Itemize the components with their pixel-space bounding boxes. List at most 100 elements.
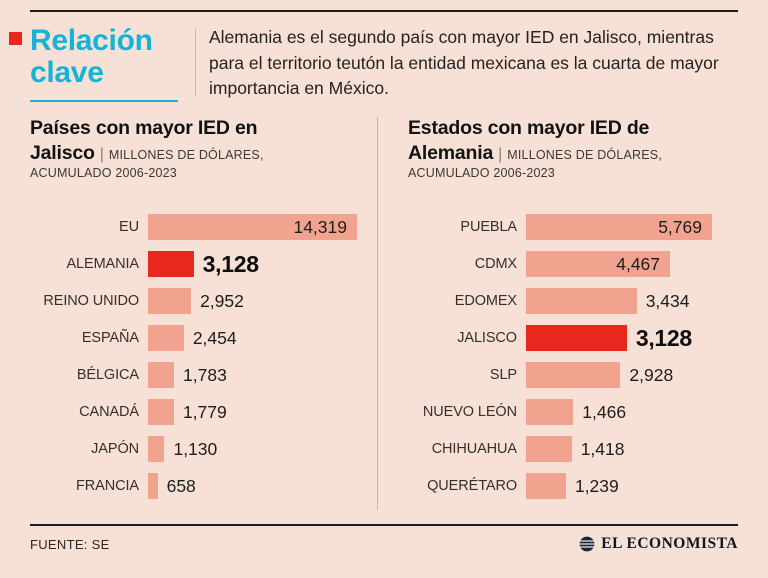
bar-value: 2,928 bbox=[629, 364, 674, 385]
bar-label: EU bbox=[119, 219, 139, 236]
header: Relación clave Alemania es el segundo pa… bbox=[0, 12, 768, 102]
bar-row: CHIHUAHUA 1,418 bbox=[408, 436, 738, 463]
bar-row: ALEMANIA 3,128 bbox=[30, 251, 357, 278]
bar-row: SLP 2,928 bbox=[408, 362, 738, 389]
header-divider bbox=[195, 28, 196, 97]
chart-header-right: Estados con mayor IED de Alemania | MILLON… bbox=[408, 117, 738, 197]
bar-track: 1,130 bbox=[148, 436, 357, 463]
bar-label: JALISCO bbox=[457, 330, 517, 347]
bar-label: JAPÓN bbox=[91, 441, 139, 458]
bar-track: 3,128 bbox=[526, 325, 712, 352]
bar-row: CANADÁ 1,779 bbox=[30, 399, 357, 426]
bar-value: 1,130 bbox=[173, 438, 218, 459]
chart-title-line2: Jalisco | MILLONES DE DÓLARES, bbox=[30, 141, 357, 166]
bar-track: 3,434 bbox=[526, 288, 712, 315]
bar-row: REINO UNIDO 2,952 bbox=[30, 288, 357, 315]
bar bbox=[148, 436, 165, 463]
bar-label: ESPAÑA bbox=[81, 330, 139, 347]
bar bbox=[148, 288, 192, 315]
globe-icon bbox=[579, 536, 595, 552]
bar-row: EU 14,319 bbox=[30, 214, 357, 241]
brand-name: EL ECONOMISTA bbox=[601, 535, 738, 553]
bar-value: 1,779 bbox=[182, 401, 227, 422]
footer: FUENTE: SE EL ECONOMISTA bbox=[0, 526, 768, 553]
bar-value: 3,128 bbox=[635, 324, 692, 351]
bar bbox=[148, 325, 184, 352]
brand-logo: EL ECONOMISTA bbox=[579, 535, 738, 553]
source-note: FUENTE: SE bbox=[30, 536, 110, 552]
bar-value: 14,319 bbox=[293, 216, 347, 237]
bar-value: 3,128 bbox=[202, 250, 259, 277]
bar-label: EDOMEX bbox=[454, 293, 517, 310]
bar-value: 2,952 bbox=[200, 290, 244, 311]
bar bbox=[148, 473, 158, 500]
title-line1: Relación bbox=[30, 24, 153, 57]
bar bbox=[526, 436, 572, 463]
header-title-block: Relación clave bbox=[9, 25, 195, 102]
bar-value: 1,239 bbox=[574, 475, 619, 496]
bar-highlighted bbox=[148, 251, 194, 278]
bar: 5,769 bbox=[526, 214, 712, 241]
chart-paises-jalisco: Países con mayor IED en Jalisco | MILLONES… bbox=[30, 117, 378, 511]
bar-value: 3,434 bbox=[645, 290, 690, 311]
chart-title-bold: Jalisco bbox=[30, 141, 95, 164]
chart-units-line1: MILLONES DE DÓLARES, bbox=[108, 147, 264, 162]
bar bbox=[526, 288, 637, 315]
bar-row: ESPAÑA 2,454 bbox=[30, 325, 357, 352]
bar-track: 1,418 bbox=[526, 436, 712, 463]
bar-value: 658 bbox=[166, 475, 196, 496]
bar-label: PUEBLA bbox=[460, 219, 517, 236]
bar-track: 1,779 bbox=[148, 399, 357, 426]
bar-track: 1,239 bbox=[526, 473, 712, 500]
bar-track: 1,783 bbox=[148, 362, 357, 389]
bar bbox=[526, 399, 574, 426]
chart-estados-alemania: Estados con mayor IED de Alemania | MILLON… bbox=[378, 117, 738, 510]
bar-label: FRANCIA bbox=[76, 478, 139, 495]
bar bbox=[148, 399, 174, 426]
chart-title-line1: Estados con mayor IED de bbox=[408, 117, 650, 140]
bar-track: 2,928 bbox=[526, 362, 712, 389]
bar-row: CDMX 4,467 bbox=[408, 251, 738, 278]
bar-value: 1,466 bbox=[582, 401, 627, 422]
chart-units-line1: MILLONES DE DÓLARES, bbox=[507, 147, 663, 162]
infographic: Relación clave Alemania es el segundo pa… bbox=[0, 10, 768, 578]
chart-title-line1: Países con mayor IED en bbox=[30, 117, 258, 140]
bar-track: 14,319 bbox=[148, 214, 357, 241]
bar-row: BÉLGICA 1,783 bbox=[30, 362, 357, 389]
bar-row: JALISCO 3,128 bbox=[408, 325, 738, 352]
bar-row: JAPÓN 1,130 bbox=[30, 436, 357, 463]
bar-label: CDMX bbox=[474, 256, 517, 273]
bar-track: 3,128 bbox=[148, 251, 357, 278]
bar-track: 5,769 bbox=[526, 214, 712, 241]
bar-label: CHIHUAHUA bbox=[431, 441, 517, 458]
bar-track: 658 bbox=[148, 473, 357, 500]
red-bullet bbox=[9, 32, 22, 45]
bottom-rule bbox=[30, 524, 738, 527]
title-separator: | bbox=[498, 145, 503, 163]
bar-track: 2,952 bbox=[148, 288, 357, 315]
bar-label: REINO UNIDO bbox=[43, 293, 139, 310]
bar-label: NUEVO LEÓN bbox=[422, 404, 517, 421]
chart-header-left: Países con mayor IED en Jalisco | MILLONES… bbox=[30, 117, 357, 197]
chart-units-line2: ACUMULADO 2006-2023 bbox=[408, 165, 555, 180]
charts-area: Países con mayor IED en Jalisco | MILLONES… bbox=[0, 117, 768, 511]
bar bbox=[526, 473, 566, 500]
bar-track: 4,467 bbox=[526, 251, 712, 278]
bar-value: 1,783 bbox=[183, 364, 227, 385]
bar-row: PUEBLA 5,769 bbox=[408, 214, 738, 241]
bar-row: EDOMEX 3,434 bbox=[408, 288, 738, 315]
intro-text: Alemania es el segundo país con mayor IE… bbox=[209, 27, 719, 99]
bar-label: CANADÁ bbox=[79, 404, 139, 421]
page-title: Relación clave bbox=[30, 25, 195, 89]
bar-label: QUERÉTARO bbox=[427, 478, 517, 495]
bar-rows-left: EU 14,319 ALEMANIA 3,128 REINO UNIDO 2,952 ESP… bbox=[30, 214, 357, 500]
bar-value: 4,467 bbox=[616, 253, 661, 274]
bar-row: FRANCIA 658 bbox=[30, 473, 357, 500]
title-line2: clave bbox=[30, 55, 104, 89]
bar-highlighted bbox=[526, 325, 627, 352]
top-rule bbox=[30, 10, 738, 12]
bar-label: ALEMANIA bbox=[66, 256, 139, 273]
bar-label: BÉLGICA bbox=[76, 367, 139, 384]
bar-value: 1,418 bbox=[580, 438, 625, 459]
bar-label: SLP bbox=[489, 367, 517, 384]
